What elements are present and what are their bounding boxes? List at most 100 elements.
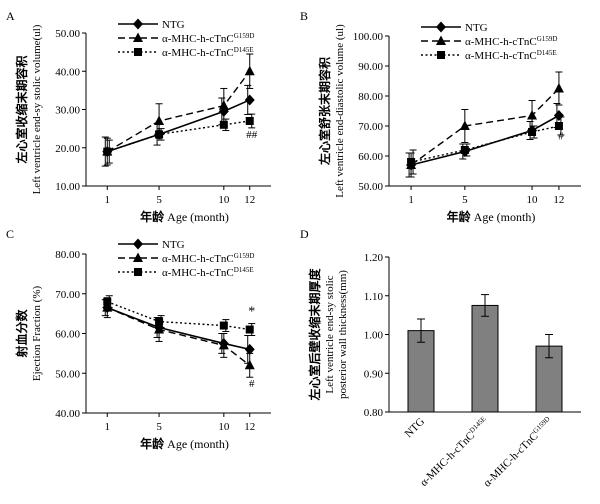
y-tick-label: 100.00 xyxy=(353,31,384,43)
chart-panel-a: A 10.00 20.00 30.00 40.00 50.00 1 5 10 12 年龄 Age (… xyxy=(6,9,271,224)
legend-marker xyxy=(133,238,143,250)
data-point xyxy=(245,325,254,334)
x-tick-label: 12 xyxy=(244,421,255,433)
legend-label: NTG xyxy=(162,239,185,251)
data-point xyxy=(554,122,563,130)
data-point xyxy=(244,65,255,76)
y-tick-label: 60.00 xyxy=(55,329,80,341)
x-tick-label: 1 xyxy=(105,421,111,433)
x-tick-label: 5 xyxy=(462,194,468,206)
data-point xyxy=(244,359,255,370)
y-axis-label-cn: 射血分数 xyxy=(14,309,29,359)
legend-label: α-MHC-h-cTnCG159D xyxy=(465,35,557,48)
legend-marker xyxy=(133,18,143,30)
x-axis-label: 年龄 Age (month) xyxy=(447,209,536,224)
series-line-2 xyxy=(107,307,251,366)
data-point xyxy=(103,147,112,156)
legend-label: α-MHC-h-cTnCG159D xyxy=(162,32,254,45)
y-tick-label: 0.90 xyxy=(364,368,384,380)
y-axis-label-cn: 左心室收缩末期容积 xyxy=(14,55,29,164)
significance-mark: * xyxy=(248,305,255,320)
data-point xyxy=(244,343,255,355)
series-line-3 xyxy=(107,120,250,153)
significance-mark: # xyxy=(558,131,564,143)
x-tick-label: 12 xyxy=(553,194,564,206)
y-tick-label: 50.00 xyxy=(55,28,80,40)
y-axis-label-cn: 左心室舒张末期容积 xyxy=(317,57,332,166)
series-line-3 xyxy=(107,301,250,331)
x-axis-label: 年龄 Age (month) xyxy=(140,209,229,224)
x-tick-label: 12 xyxy=(244,194,255,206)
x-tick-label: 10 xyxy=(218,194,230,206)
legend-label: α-MHC-h-cTnCD145E xyxy=(162,266,254,279)
x-tick-label: 10 xyxy=(527,194,539,206)
y-tick-label: 20.00 xyxy=(55,143,80,155)
data-point xyxy=(553,83,564,93)
series-line-3 xyxy=(410,125,560,163)
data-point xyxy=(219,321,228,330)
y-axis-label-cn: 左心室后壁收缩末期厚度 xyxy=(307,268,322,402)
data-point xyxy=(459,120,470,130)
y-tick-label: 40.00 xyxy=(55,66,80,78)
y-axis-label: Left ventricle end-diastolic volume (ul) xyxy=(334,24,346,198)
data-point xyxy=(407,158,416,166)
panel-letter: C xyxy=(6,227,14,241)
series-line-2 xyxy=(410,88,560,166)
category-label: α-MHC-h-cTnCG159D xyxy=(481,415,556,490)
y-tick-label: 50.00 xyxy=(55,368,80,380)
significance-mark: # xyxy=(249,378,255,390)
y-tick-label: 80.00 xyxy=(358,91,383,103)
y-axis-label: Ejection Fraction (%) xyxy=(31,286,43,382)
y-axis-label: Left ventricle end-sy stolicposterior wa… xyxy=(324,270,349,399)
y-tick-label: 70.00 xyxy=(55,289,80,301)
data-point xyxy=(103,297,112,306)
y-tick-label: 0.80 xyxy=(364,407,384,419)
legend-marker xyxy=(134,268,142,276)
legend-label: α-MHC-h-cTnCG159D xyxy=(162,252,254,265)
legend-marker xyxy=(133,252,143,262)
x-tick-label: 1 xyxy=(408,194,414,206)
data-point xyxy=(245,116,254,125)
panel-letter: B xyxy=(300,9,308,23)
bar xyxy=(407,330,435,413)
legend-label: NTG xyxy=(465,22,488,34)
category-label: α-MHC-h-cTnCD145E xyxy=(417,415,491,489)
panel-letter: A xyxy=(6,9,15,23)
data-point xyxy=(102,302,113,312)
data-point xyxy=(218,100,229,110)
data-point xyxy=(155,130,164,139)
data-point xyxy=(218,339,229,350)
y-tick-label: 60.00 xyxy=(358,151,383,163)
y-tick-label: 1.20 xyxy=(364,252,384,264)
y-tick-label: 1.00 xyxy=(364,330,384,342)
data-point xyxy=(219,120,228,129)
legend-marker xyxy=(436,21,446,33)
panel-letter: D xyxy=(300,227,309,241)
x-tick-label: 5 xyxy=(156,421,162,433)
legend-label: α-MHC-h-cTnCD145E xyxy=(465,49,557,62)
data-point xyxy=(154,115,165,125)
legend-label: α-MHC-h-cTnCD145E xyxy=(162,46,254,59)
x-tick-label: 1 xyxy=(105,194,111,206)
data-point xyxy=(553,110,564,121)
data-point xyxy=(154,324,165,334)
legend-label: NTG xyxy=(162,19,185,31)
x-tick-label: 5 xyxy=(156,194,162,206)
chart-panel-d: D 0.80 0.90 1.00 1.10 1.20 NTGα-MHC-h-cTnCD145… xyxy=(300,227,581,489)
series-line-1 xyxy=(410,114,560,166)
y-tick-label: 1.10 xyxy=(364,291,384,303)
y-tick-label: 40.00 xyxy=(55,408,80,420)
legend-marker xyxy=(437,51,445,59)
chart-panel-c: C 40.00 50.00 60.00 70.00 80.00 1 5 10 12 年龄 Age (… xyxy=(6,227,271,451)
y-tick-label: 30.00 xyxy=(55,105,80,117)
bar xyxy=(471,304,499,413)
legend-marker xyxy=(134,48,142,56)
y-tick-label: 90.00 xyxy=(358,61,383,73)
legend-marker xyxy=(436,35,446,45)
y-tick-label: 80.00 xyxy=(55,249,80,261)
data-point xyxy=(155,317,164,326)
series-line-1 xyxy=(106,306,250,351)
data-point xyxy=(527,110,538,120)
x-axis-label: 年龄 Age (month) xyxy=(140,436,229,451)
